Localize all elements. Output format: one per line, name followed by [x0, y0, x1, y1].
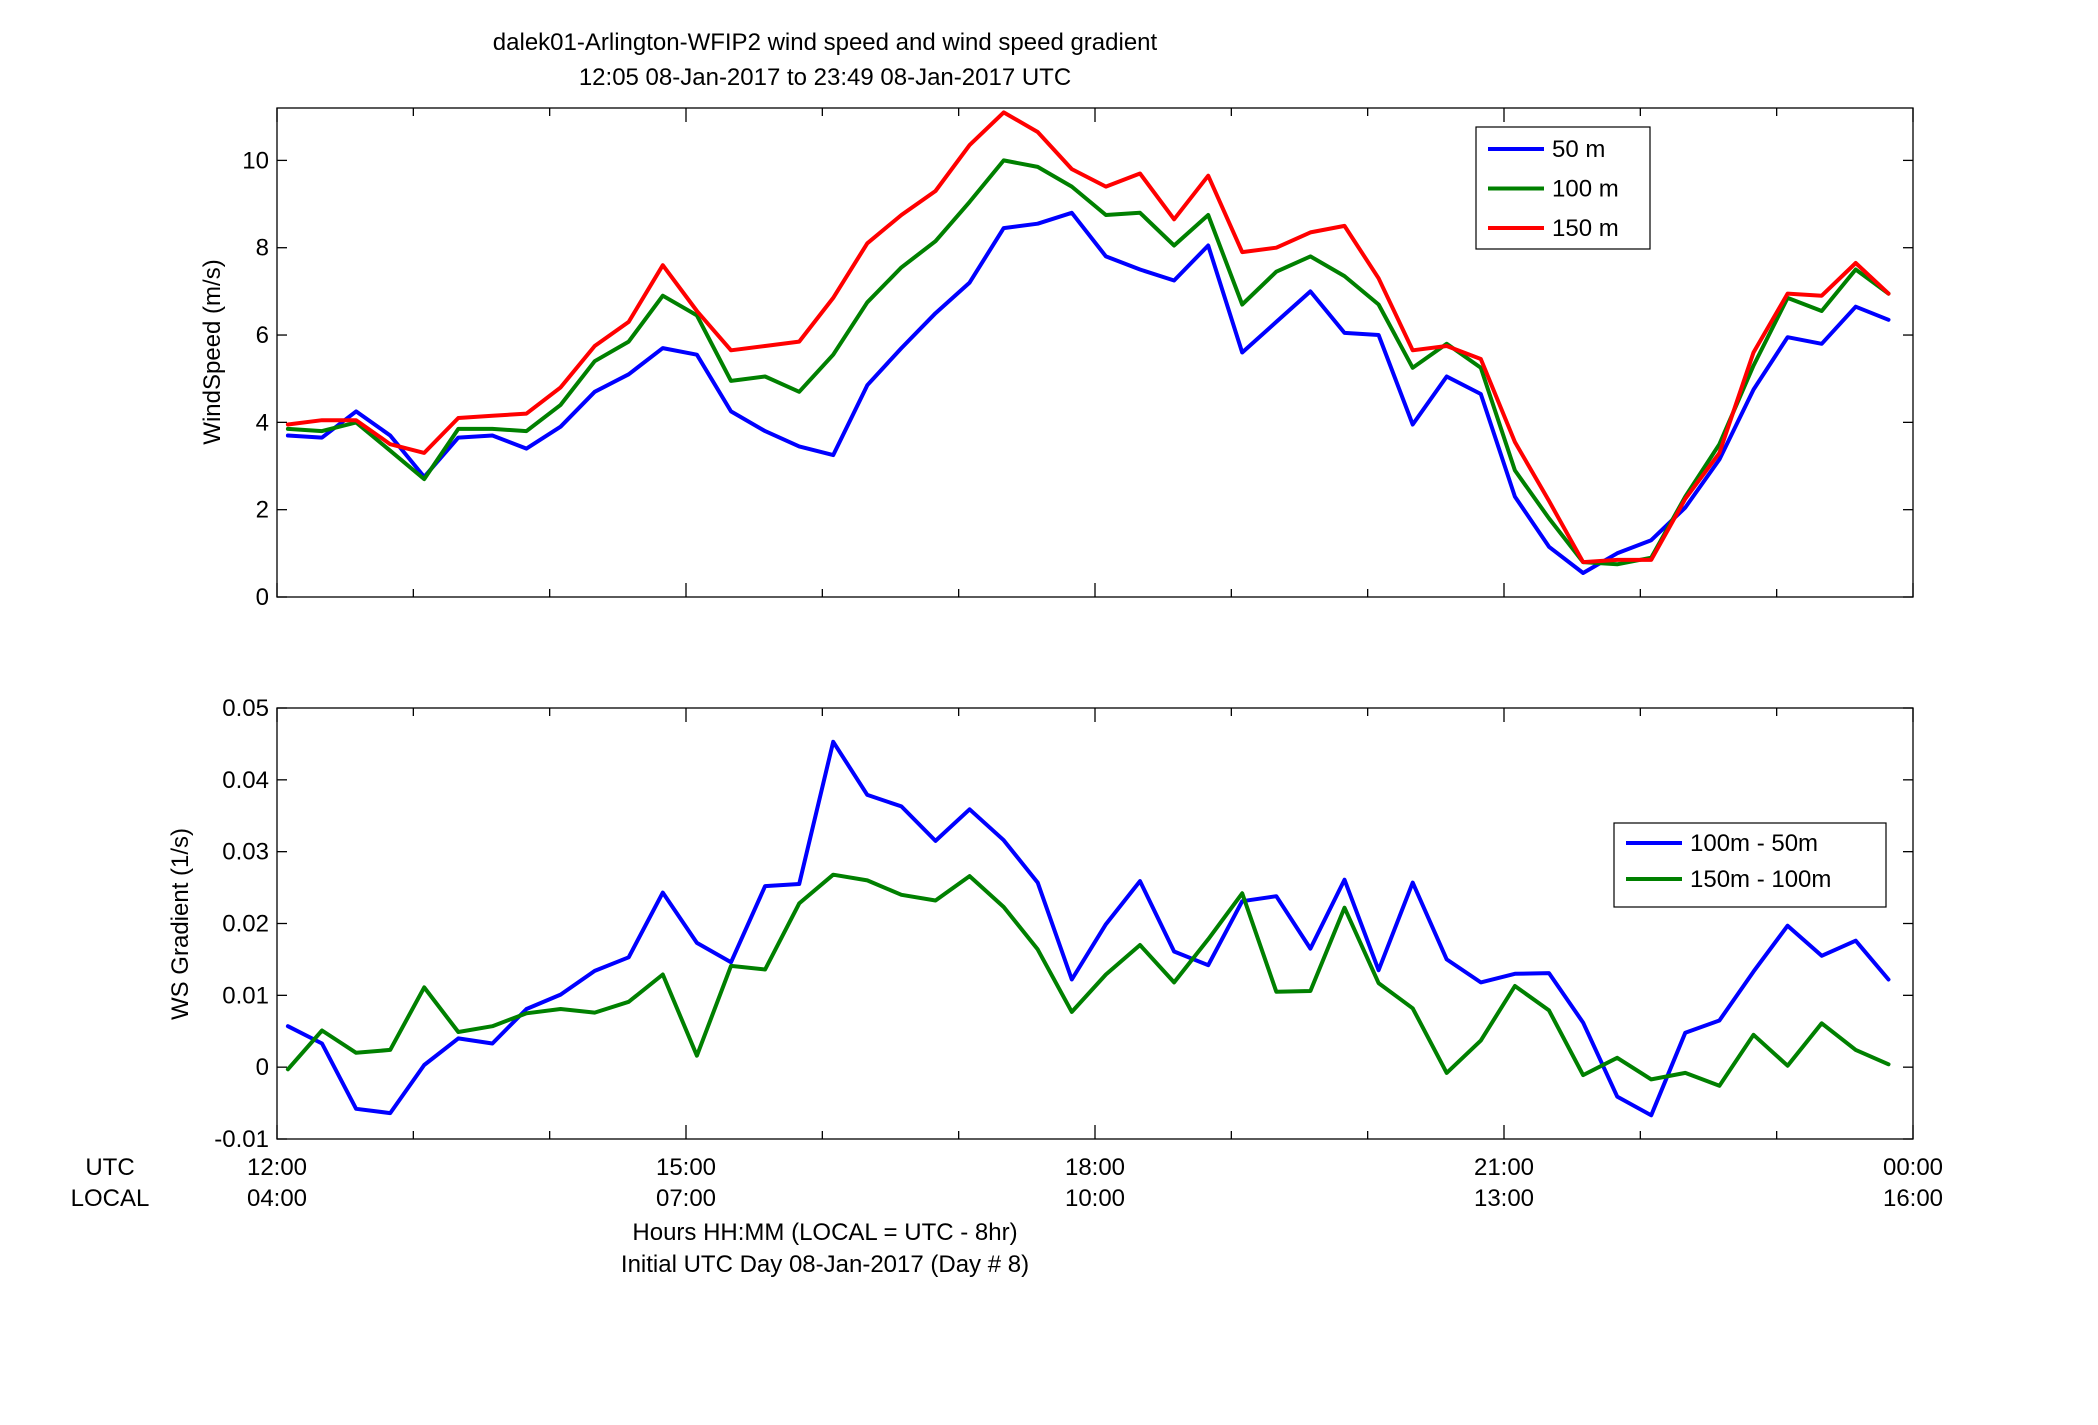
legend-label: 150m - 100m: [1690, 866, 1831, 893]
series-line-100-m: [285, 158, 1891, 567]
legend-label: 100 m: [1552, 176, 1619, 203]
x-tick-label-utc: 18:00: [1065, 1154, 1125, 1181]
series-line-100m-50m: [285, 739, 1891, 1118]
x-tick-labels: 12:00 04:00 15:00 07:00 18:00 10:00 21:00 13:00…: [247, 1154, 1943, 1212]
series-line-150m-100m: [285, 872, 1891, 1088]
y-tick-label: 0.02: [222, 911, 269, 938]
y-tick-label: 2: [256, 497, 269, 524]
series-line-150-m: [285, 110, 1891, 565]
y-tick-label: 0: [256, 584, 269, 611]
chart-title-line1: dalek01-Arlington-WFIP2 wind speed and w…: [493, 29, 1158, 56]
y-tick-label: -0.01: [214, 1126, 269, 1153]
legend-label: 150 m: [1552, 215, 1619, 242]
ws-gradient-panel: -0.01 0 0.01 0.02 0.03 0.04 0.05 WS Gradient (…: [167, 695, 1914, 1153]
y-tick-label: 6: [256, 322, 269, 349]
ws-gradient-axis-ticks: -0.01 0 0.01 0.02 0.03 0.04 0.05: [214, 695, 1914, 1153]
y-tick-label: 0.05: [222, 695, 269, 722]
y-tick-label: 8: [256, 235, 269, 262]
wind-speed-legend: 50 m 100 m 150 m: [1475, 126, 1651, 250]
chart-title-line2: 12:05 08-Jan-2017 to 23:49 08-Jan-2017 U…: [579, 64, 1071, 91]
wind-speed-y-axis-label: WindSpeed (m/s): [199, 259, 226, 444]
wind-speed-axis-ticks: 0 2 4 6 8 10: [242, 108, 1914, 611]
x-tick-label-utc: 21:00: [1474, 1154, 1534, 1181]
y-tick-label: 10: [242, 147, 269, 174]
utc-row-label: UTC: [85, 1154, 134, 1181]
legend-label: 50 m: [1552, 136, 1605, 163]
x-tick-label-utc: 00:00: [1883, 1154, 1943, 1181]
x-tick-label-local: 16:00: [1883, 1185, 1943, 1212]
wind-speed-series: [285, 110, 1891, 575]
x-tick-label-local: 07:00: [656, 1185, 716, 1212]
x-axis-label-line1: Hours HH:MM (LOCAL = UTC - 8hr): [632, 1219, 1017, 1246]
y-tick-label: 0.01: [222, 982, 269, 1009]
x-tick-label-local: 10:00: [1065, 1185, 1125, 1212]
y-tick-label: 0.04: [222, 767, 269, 794]
y-tick-label: 0: [256, 1054, 269, 1081]
x-tick-label-utc: 12:00: [247, 1154, 307, 1181]
local-row-label: LOCAL: [71, 1185, 150, 1212]
ws-gradient-legend: 100m - 50m 150m - 100m: [1613, 822, 1887, 908]
x-axis-label-line2: Initial UTC Day 08-Jan-2017 (Day # 8): [621, 1251, 1029, 1278]
legend-box: [1613, 822, 1887, 908]
y-tick-label: 0.03: [222, 839, 269, 866]
x-tick-label-utc: 15:00: [656, 1154, 716, 1181]
ws-gradient-series: [285, 739, 1891, 1118]
legend-label: 100m - 50m: [1690, 830, 1818, 857]
series-line-50-m: [285, 210, 1891, 575]
x-tick-label-local: 04:00: [247, 1185, 307, 1212]
x-tick-label-local: 13:00: [1474, 1185, 1534, 1212]
y-tick-label: 4: [256, 409, 269, 436]
ws-gradient-y-axis-label: WS Gradient (1/s): [167, 828, 194, 1020]
wind-speed-panel: 0 2 4 6 8 10 WindSpeed (m/s) 50 m 100 m 150 m: [199, 107, 1914, 611]
